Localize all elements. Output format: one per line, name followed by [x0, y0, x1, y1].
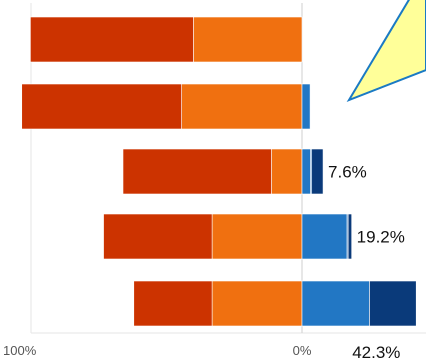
bar-row-4-neg-2 [103, 213, 213, 260]
bar-row-2-pos-1 [301, 83, 311, 130]
bar-row-3-neg-2 [122, 148, 272, 195]
axis-label-left: 100% [3, 343, 37, 358]
callout [346, 0, 426, 102]
bar-row-1-neg-1 [193, 16, 303, 63]
bar-row-4-pos-1 [301, 213, 348, 260]
bar-row-4-neg-1 [211, 213, 303, 260]
bar-row-4-pos-3 [347, 213, 352, 260]
callout-pointer [346, 0, 426, 102]
axis-label-center: 0% [293, 343, 312, 358]
axis-labels: 100% 0% [3, 343, 312, 358]
bar-row-2-neg-1 [181, 83, 303, 130]
bar-row-2-neg-2 [21, 83, 182, 130]
bars-layer [21, 16, 417, 327]
labels-layer: 7.6% 19.2% 42.3% [328, 163, 405, 358]
bar-row-1-neg-2 [30, 16, 194, 63]
bar-row-3-pos-3 [311, 148, 324, 195]
bar-row-3-neg-1 [271, 148, 303, 195]
data-label-row-4: 19.2% [357, 228, 405, 247]
bar-row-5-neg-2 [133, 280, 213, 327]
data-label-row-3: 7.6% [328, 163, 367, 182]
bar-row-3-pos-1 [301, 148, 311, 195]
bar-row-5-neg-1 [211, 280, 303, 327]
data-label-row-5: 42.3% [352, 343, 400, 358]
bar-row-5-pos-3 [369, 280, 417, 327]
bar-row-5-pos-1 [301, 280, 370, 327]
